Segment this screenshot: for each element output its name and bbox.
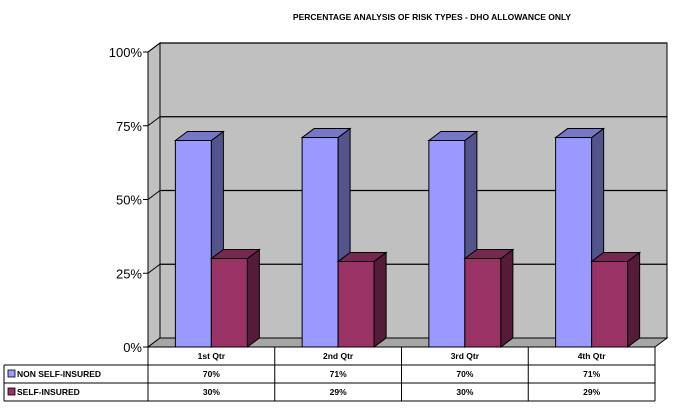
gridline-side xyxy=(147,190,161,200)
bar-front xyxy=(428,140,466,348)
y-tick-label: 50% xyxy=(116,193,142,208)
gridline-side xyxy=(147,116,161,127)
gridline-side xyxy=(147,42,161,53)
data-label: 71% xyxy=(583,369,600,379)
bar-top xyxy=(336,251,388,262)
bar-self-insured xyxy=(336,251,388,348)
data-label: 29% xyxy=(330,387,347,397)
legend-label: SELF-INSURED xyxy=(17,387,80,397)
data-label: 30% xyxy=(456,387,473,397)
bar-top xyxy=(590,251,642,262)
y-tick-label: 0% xyxy=(123,340,142,355)
data-label: 70% xyxy=(456,369,473,379)
bar-non-self-insured xyxy=(300,127,352,348)
y-tick-label: 100% xyxy=(109,45,143,60)
legend-key xyxy=(7,387,16,396)
bar-self-insured xyxy=(463,248,515,348)
bar-self-insured xyxy=(209,248,261,348)
bar-front xyxy=(591,260,629,348)
bar-side xyxy=(373,251,387,348)
bar-front xyxy=(337,260,375,348)
bar-top xyxy=(173,131,225,141)
bar-self-insured xyxy=(590,251,642,348)
chart-title: PERCENTAGE ANALYSIS OF RISK TYPES - DHO … xyxy=(293,12,571,22)
plot-area: 0% 25% 50% 75% 100% xyxy=(109,42,669,355)
legend-label: NON SELF-INSURED xyxy=(17,369,101,379)
bar-front xyxy=(555,137,593,348)
bar-front xyxy=(210,258,248,348)
category-label: 2nd Qtr xyxy=(323,351,354,361)
bar-side xyxy=(500,248,514,348)
bar-front xyxy=(301,137,339,348)
y-tick-label: 25% xyxy=(116,266,142,281)
data-table: 1st Qtr 2nd Qtr 3rd Qtr 4th Qtr NON SELF-INS… xyxy=(3,346,656,402)
category-label: 4th Qtr xyxy=(578,351,607,361)
category-label: 1st Qtr xyxy=(198,351,226,361)
data-label: 70% xyxy=(203,369,220,379)
bar-top xyxy=(554,128,606,139)
bar-side xyxy=(627,251,641,348)
y-tick-label: 75% xyxy=(116,119,142,134)
data-label: 30% xyxy=(203,387,220,397)
gridline-side xyxy=(147,263,161,274)
category-label: 3rd Qtr xyxy=(451,351,480,361)
bar-front xyxy=(174,140,212,348)
data-label: 29% xyxy=(583,387,600,397)
data-label: 71% xyxy=(330,369,347,379)
bar-top xyxy=(463,249,515,259)
bar-front xyxy=(464,258,502,348)
bar-top xyxy=(209,249,261,259)
legend-key xyxy=(7,369,16,378)
bar-top xyxy=(300,128,352,139)
bar-side xyxy=(246,248,260,348)
bar-top xyxy=(427,131,479,141)
